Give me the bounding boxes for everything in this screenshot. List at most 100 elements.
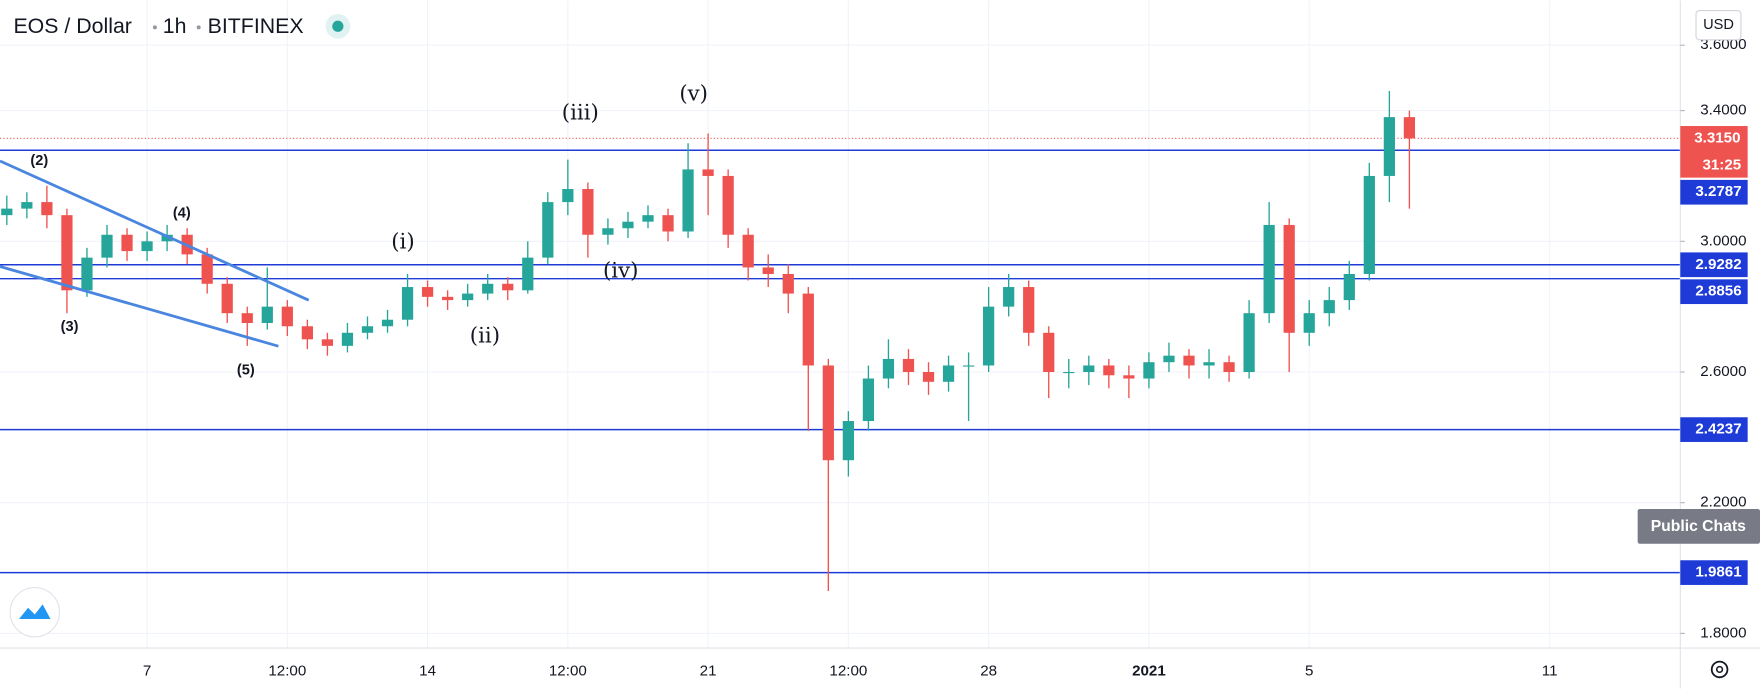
grid bbox=[0, 0, 1681, 649]
candle-body bbox=[882, 358, 895, 379]
wave-label: (iii) bbox=[562, 100, 599, 125]
currency[interactable]: USD bbox=[1703, 17, 1734, 33]
candle-body bbox=[1043, 332, 1055, 373]
x-tick-label: 5 bbox=[1305, 663, 1313, 680]
candle-body bbox=[782, 273, 794, 294]
public-chats[interactable]: Public Chats bbox=[1651, 518, 1746, 535]
countdown: 31:25 bbox=[1702, 156, 1741, 173]
candle-body bbox=[221, 283, 233, 314]
logo[interactable] bbox=[19, 604, 51, 619]
wave-label: (v) bbox=[679, 81, 708, 106]
candle-body bbox=[1223, 362, 1235, 373]
y-tick-label: 2.2000 bbox=[1700, 494, 1746, 511]
candle-body bbox=[502, 283, 514, 291]
candle-body bbox=[942, 365, 955, 382]
y-tick-label: 2.6000 bbox=[1700, 363, 1746, 380]
symbol: EOS / Dollar bbox=[13, 14, 131, 38]
separator bbox=[152, 25, 157, 30]
candle-body bbox=[1023, 287, 1035, 333]
candle-body bbox=[742, 234, 754, 268]
logo-button[interactable] bbox=[9, 586, 61, 638]
candle-body bbox=[21, 202, 33, 209]
x-tick-label: 12:00 bbox=[268, 663, 306, 680]
candle-body bbox=[341, 332, 354, 346]
candle-body bbox=[922, 372, 935, 382]
public-chats-box[interactable] bbox=[1637, 508, 1760, 544]
settings-button[interactable] bbox=[1710, 660, 1729, 679]
candle-body bbox=[442, 296, 454, 301]
exchange: BITFINEX bbox=[208, 14, 304, 38]
candle-body bbox=[822, 365, 834, 461]
candle-body bbox=[962, 365, 975, 367]
candle-body bbox=[261, 306, 273, 323]
candle-body bbox=[1083, 365, 1095, 373]
candle-body bbox=[241, 313, 253, 323]
settings-icon[interactable] bbox=[1710, 660, 1729, 679]
candle-body bbox=[1003, 287, 1015, 307]
wave-label: (i) bbox=[391, 229, 414, 254]
candle-body bbox=[1143, 362, 1155, 379]
logo-circle[interactable] bbox=[9, 586, 61, 638]
x-tick-label: 7 bbox=[143, 663, 151, 680]
currency-box[interactable] bbox=[1695, 10, 1742, 41]
candle-body bbox=[983, 306, 995, 366]
wave-label: (iv) bbox=[603, 259, 639, 284]
y-tick-label: 1.8000 bbox=[1700, 624, 1746, 641]
candle-body bbox=[161, 234, 173, 242]
candle-body bbox=[1, 208, 13, 216]
candle-body bbox=[301, 326, 313, 340]
candle-body bbox=[1203, 362, 1215, 366]
candle-body bbox=[1163, 355, 1175, 363]
candle-body bbox=[1383, 117, 1395, 176]
levels bbox=[0, 137, 1681, 574]
x-tick-label: 12:00 bbox=[549, 663, 587, 680]
level-box bbox=[1680, 279, 1748, 305]
candle-body bbox=[1343, 273, 1355, 301]
candle-body bbox=[1183, 355, 1195, 366]
interval: 1h bbox=[163, 14, 187, 38]
candle-body bbox=[41, 202, 53, 216]
candle-body bbox=[802, 293, 814, 366]
header: EOS / Dollar 1h BITFINEX bbox=[13, 13, 351, 39]
x-tick-label: 14 bbox=[419, 663, 436, 680]
level-box bbox=[1680, 560, 1748, 585]
candle-body bbox=[1323, 300, 1335, 314]
candle-body bbox=[321, 339, 334, 346]
settings-icon-center[interactable] bbox=[1715, 665, 1724, 674]
candle-body bbox=[482, 283, 494, 294]
y-tick-label: 3.6000 bbox=[1700, 36, 1746, 53]
candle-body bbox=[902, 358, 915, 373]
wave-label: (5) bbox=[237, 363, 255, 379]
wave-label: (4) bbox=[173, 206, 191, 222]
level-box bbox=[1680, 417, 1748, 442]
public-chats-button[interactable]: Public Chats bbox=[1637, 508, 1760, 544]
price-labels: 3.3150 31:25 3.2787 2.9282 2.8856 2.4237 1.986… bbox=[1680, 126, 1748, 585]
candle-body bbox=[522, 257, 534, 291]
candle-body bbox=[462, 293, 474, 301]
level-label: 1.9861 bbox=[1695, 564, 1741, 581]
candle-body bbox=[401, 287, 414, 320]
trend-line bbox=[0, 159, 310, 302]
candle-body bbox=[201, 254, 213, 284]
wave-label: (3) bbox=[61, 319, 79, 335]
x-tick-label: 21 bbox=[700, 663, 717, 680]
candle-body bbox=[762, 267, 774, 274]
x-tick-label: 11 bbox=[1542, 663, 1558, 680]
level-label: 2.9282 bbox=[1695, 256, 1741, 273]
candle-body bbox=[1243, 313, 1255, 373]
status-dot bbox=[332, 20, 344, 32]
wave-label: (ii) bbox=[470, 324, 500, 349]
currency-button[interactable]: USD bbox=[1695, 10, 1742, 41]
wave-label: (2) bbox=[30, 153, 48, 169]
candle-body bbox=[1363, 175, 1375, 274]
separator bbox=[196, 25, 201, 30]
candle-body bbox=[361, 326, 374, 333]
candle-body bbox=[61, 215, 73, 291]
candle-body bbox=[642, 215, 654, 222]
x-tick-label: 2021 bbox=[1132, 663, 1166, 680]
candle-body bbox=[1263, 224, 1275, 314]
candle-body bbox=[842, 421, 854, 461]
candle-body bbox=[381, 319, 394, 327]
x-tick-label: 28 bbox=[980, 663, 997, 680]
